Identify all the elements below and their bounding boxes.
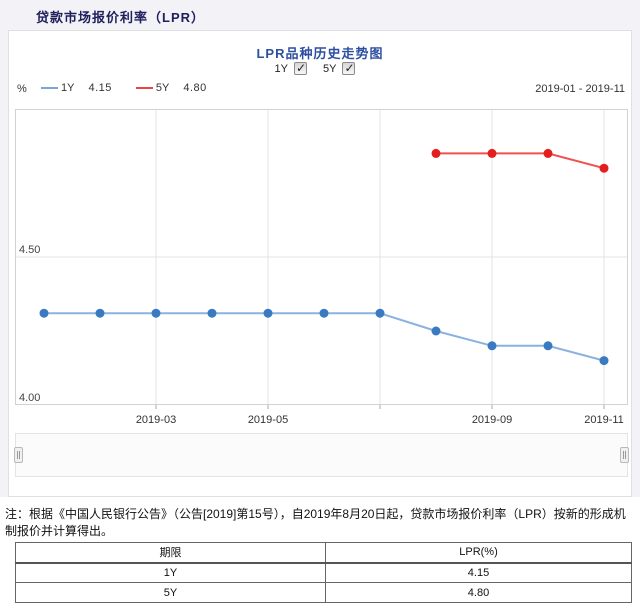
x-axis-tick-label: 2019-05 xyxy=(248,414,288,426)
table-header-lpr: LPR(%) xyxy=(325,542,632,564)
data-point-5y[interactable] xyxy=(431,148,441,158)
legend-label-5y: 5Y xyxy=(155,82,170,94)
legend-swatch-1y xyxy=(41,87,58,89)
navigator-left-handle[interactable] xyxy=(14,447,23,463)
y-axis-tick-label: 4.50 xyxy=(19,244,40,256)
bottom-section: 注：根据《中国人民银行公告》（公告[2019]第15号），自2019年8月20日… xyxy=(0,497,640,607)
data-point-1y[interactable] xyxy=(207,308,217,318)
data-point-1y[interactable] xyxy=(487,341,497,351)
toggle-5y-label: 5Y xyxy=(323,62,337,75)
series-line-5y xyxy=(436,152,605,170)
data-point-1y[interactable] xyxy=(263,308,273,318)
toggle-1y-label: 1Y xyxy=(274,62,288,75)
legend-items: 1Y 4.15 5Y 4.80 xyxy=(41,82,231,94)
x-axis-tick-label: 2019-09 xyxy=(472,414,512,426)
table-row: 1Y 4.15 xyxy=(15,562,632,583)
data-point-1y[interactable] xyxy=(431,326,441,336)
data-point-1y[interactable] xyxy=(95,308,105,318)
y-axis-tick-label: 4.00 xyxy=(19,392,40,404)
lpr-table: 期限 LPR(%) 1Y 4.15 5Y 4.80 xyxy=(15,542,632,603)
toggle-1y-checkbox[interactable] xyxy=(294,61,307,75)
series-toggle-row: 1Y 5Y xyxy=(9,61,631,75)
x-axis-tick-label: 2019-03 xyxy=(136,414,176,426)
legend-swatch-5y xyxy=(135,87,153,89)
chart-panel: LPR品种历史走势图 1Y 5Y % 1Y 4.15 5Y 4.80 xyxy=(8,30,632,497)
x-axis-tick-label: 2019-11 xyxy=(584,414,624,426)
legend-value-1y: 4.15 xyxy=(88,82,112,94)
data-point-5y[interactable] xyxy=(599,163,609,173)
y-axis-unit-label: % xyxy=(17,83,27,95)
cell-term-5y: 5Y xyxy=(15,582,326,603)
table-header-term: 期限 xyxy=(15,542,326,564)
data-point-1y[interactable] xyxy=(375,308,385,318)
legend-item-5y: 5Y 4.80 xyxy=(135,82,207,94)
legend-row: % 1Y 4.15 5Y 4.80 2019-01 - 2019-11 xyxy=(17,82,625,98)
cell-term-1y: 1Y xyxy=(15,562,326,583)
table-row: 5Y 4.80 xyxy=(15,582,632,603)
data-point-1y[interactable] xyxy=(39,308,49,318)
data-point-5y[interactable] xyxy=(487,148,497,158)
toggle-5y-checkbox[interactable] xyxy=(342,61,356,75)
chart-range-navigator[interactable] xyxy=(14,433,629,477)
table-header-row: 期限 LPR(%) xyxy=(15,542,632,564)
data-point-1y[interactable] xyxy=(151,308,161,318)
date-range-label: 2019-01 - 2019-11 xyxy=(535,83,625,95)
data-point-1y[interactable] xyxy=(599,356,609,366)
page-header: 贷款市场报价利率（LPR） xyxy=(0,0,640,29)
data-point-1y[interactable] xyxy=(543,341,553,351)
data-point-1y[interactable] xyxy=(319,308,329,318)
cell-rate-1y: 4.15 xyxy=(325,562,632,583)
line-chart-plot[interactable]: 4.00 4.50 2019-03 2019-05 2019-09 2019-11 xyxy=(15,109,628,431)
chart-title: LPR品种历史走势图 xyxy=(256,46,384,61)
cell-rate-5y: 4.80 xyxy=(325,582,632,603)
legend-item-1y: 1Y 4.15 xyxy=(41,82,112,94)
footnote-text: 注：根据《中国人民银行公告》（公告[2019]第15号），自2019年8月20日… xyxy=(5,507,626,538)
navigator-right-handle[interactable] xyxy=(620,447,629,463)
data-point-5y[interactable] xyxy=(543,148,553,158)
page-title: 贷款市场报价利率（LPR） xyxy=(36,10,206,25)
legend-value-5y: 4.80 xyxy=(183,82,207,94)
legend-label-1y: 1Y xyxy=(61,82,75,94)
